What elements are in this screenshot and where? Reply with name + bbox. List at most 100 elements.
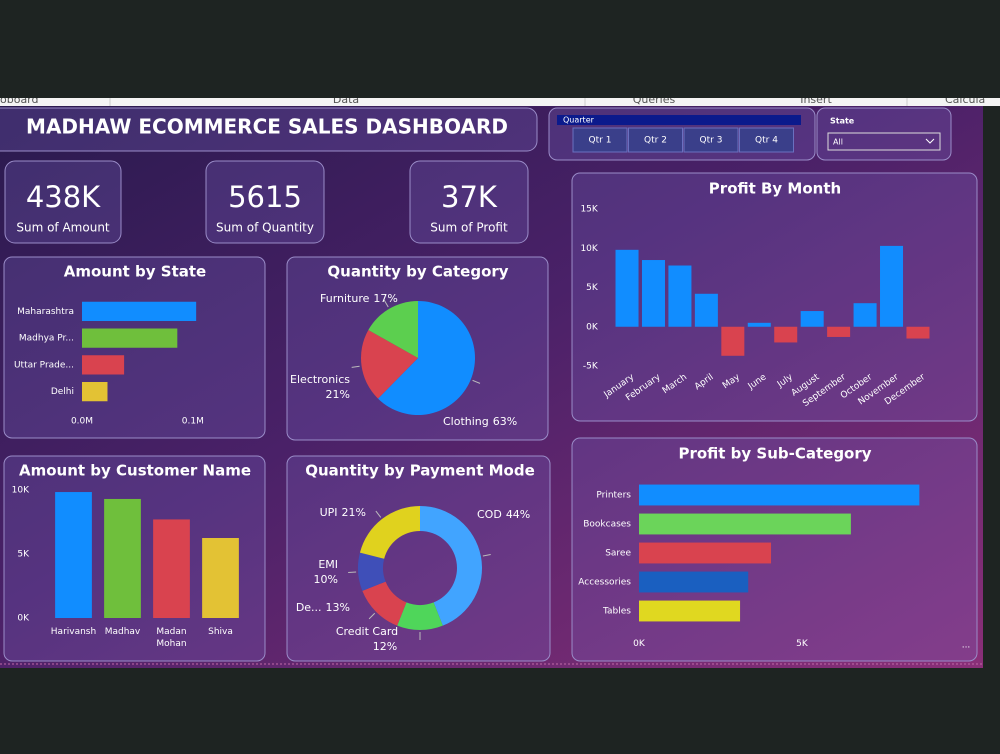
x-tick-label-box: Madhav <box>105 627 141 637</box>
slicer-button[interactable] <box>739 127 794 153</box>
slice <box>378 301 475 415</box>
slice <box>420 506 482 626</box>
bar <box>853 303 877 327</box>
chart-title: Amount by Customer Name <box>19 462 251 480</box>
kpi-value: 5615 <box>228 180 302 214</box>
bar <box>639 484 920 506</box>
leader-line <box>482 554 491 557</box>
slicer-buttons: Qtr 1 Qtr 2 Qtr 3 Qtr 4 <box>572 127 794 153</box>
x-tick-label: 0K <box>633 639 646 649</box>
y-tick-label: 10K <box>580 244 598 254</box>
more-options[interactable]: ... <box>962 641 971 651</box>
slicer-button[interactable] <box>628 127 683 153</box>
chart-title: Amount by State <box>64 263 206 281</box>
slicer-label: Quarter <box>563 116 595 125</box>
leader-line <box>375 510 382 518</box>
leader-line <box>368 612 376 620</box>
bar <box>774 326 798 343</box>
y-tick-label: Uttar Prade... <box>14 360 74 370</box>
dropdown-arrow[interactable] <box>925 138 935 144</box>
ribbon-clip: oboard Data Queries Insert Calcula <box>0 93 985 106</box>
slice-label: Credit Card <box>336 625 398 638</box>
y-tick-label: Accessories <box>578 578 631 588</box>
ribbon-tab[interactable]: Queries <box>633 93 676 106</box>
leader-line <box>383 299 389 308</box>
bar <box>747 322 771 327</box>
x-tick-label: 5K <box>796 639 809 649</box>
slice-label-group: Clothing 63% <box>443 415 517 428</box>
bar <box>880 245 904 327</box>
y-tick-label: 0K <box>586 322 599 332</box>
bar <box>202 538 239 618</box>
y-tick-label: 5K <box>17 550 30 560</box>
x-tick-label-box: Shiva <box>208 627 233 637</box>
slice-label: Clothing <box>443 415 489 428</box>
bar <box>82 355 125 375</box>
y-tick-label: Delhi <box>51 387 74 397</box>
y-tick-label: Tables <box>602 607 631 617</box>
bar <box>639 600 741 622</box>
slice-label-group: De... 13% <box>296 601 350 614</box>
slice-label: COD <box>477 508 502 521</box>
slicer-button[interactable] <box>572 127 628 153</box>
x-tick-label: 0.1M <box>182 417 204 427</box>
chart-panel <box>571 172 978 422</box>
bar <box>721 326 745 356</box>
y-tick-label: Printers <box>596 491 631 501</box>
bar <box>82 328 178 348</box>
slice <box>359 506 420 559</box>
bar <box>694 293 718 327</box>
y-tick-label: 15K <box>580 205 598 215</box>
y-tick-label: Saree <box>605 549 631 559</box>
ribbon-tab[interactable]: Calcula <box>945 93 985 106</box>
ribbon-tab[interactable]: oboard <box>0 93 39 106</box>
slice <box>357 552 386 591</box>
slice-label: De... <box>296 601 322 614</box>
bar <box>615 249 639 327</box>
title-panel <box>0 107 538 152</box>
ribbon-tab[interactable]: Data <box>333 93 359 106</box>
slicer-button-label[interactable]: Qtr 4 <box>755 136 778 146</box>
kpi-card <box>409 160 529 244</box>
kpi-card <box>205 160 325 244</box>
slice-value: 44% <box>506 508 530 521</box>
slice-value: 17% <box>373 292 397 305</box>
chart-title: Quantity by Payment Mode <box>305 462 535 480</box>
bar <box>82 301 197 322</box>
x-tick-label-box: Madan Mohan <box>156 627 186 649</box>
slice <box>362 581 407 626</box>
slice-value: 12% <box>373 640 397 653</box>
dropdown[interactable] <box>827 132 941 151</box>
slice <box>361 330 418 399</box>
slice-value: 21% <box>342 506 366 519</box>
chart-panel <box>571 437 978 662</box>
slicer-button-label[interactable]: Qtr 3 <box>700 136 723 146</box>
slice <box>397 602 443 630</box>
slicer-button-label[interactable]: Qtr 2 <box>644 136 667 146</box>
x-tick-label: Shiva <box>208 627 233 637</box>
slice-label-group: COD 44% <box>477 508 530 521</box>
slice-label-group: UPI 21% <box>320 506 366 519</box>
y-tick-label: Madhya Pr... <box>19 334 74 344</box>
bar <box>104 498 141 618</box>
bar <box>641 260 665 327</box>
bar <box>800 311 824 327</box>
y-tick-label: 0K <box>17 614 30 624</box>
ribbon-tab[interactable]: Insert <box>800 93 832 106</box>
y-tick-label: Maharashtra <box>17 307 74 317</box>
y-tick-label: 5K <box>586 283 599 293</box>
slicer-button-label[interactable]: Qtr 1 <box>589 136 612 146</box>
leader-line <box>348 571 357 574</box>
slicer-button[interactable] <box>683 127 739 153</box>
slice-value: 13% <box>326 601 350 614</box>
state-slicer <box>816 107 952 161</box>
slice-label: UPI <box>320 506 338 519</box>
slicer-label: State <box>830 117 855 126</box>
slice-label-group: Furniture 17% <box>320 292 398 305</box>
bar <box>639 571 749 593</box>
y-tick-label: Bookcases <box>583 520 631 530</box>
slice-value: 21% <box>326 388 350 401</box>
dropdown-value[interactable]: All <box>833 138 843 147</box>
kpi-card <box>4 160 122 244</box>
